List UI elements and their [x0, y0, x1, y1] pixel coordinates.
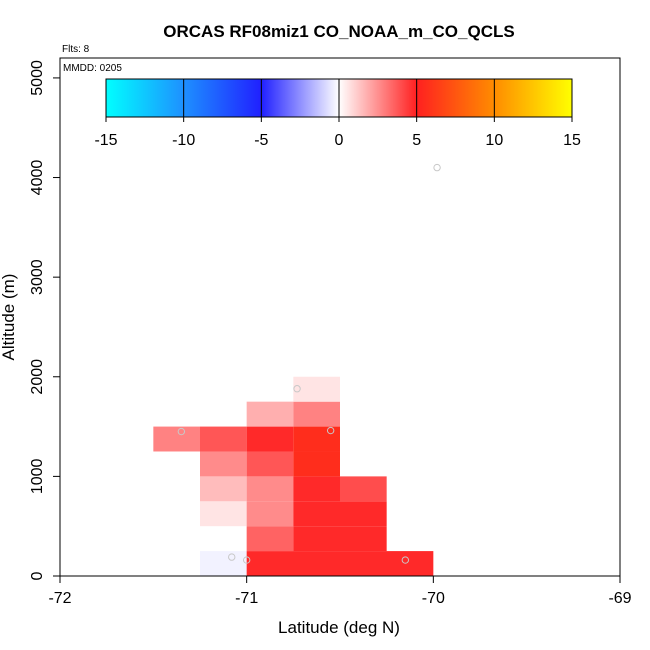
colorbar: -15 -10 -5 0 5 10 15 [94, 78, 581, 149]
colorbar-tick-label: 15 [563, 132, 581, 149]
x-tick-label: -70 [422, 590, 445, 607]
heatmap-cell [246, 476, 294, 502]
colorbar-tick-label: 5 [412, 132, 421, 149]
date-note: MMDD: 0205 [63, 63, 122, 74]
y-tick-label: 0 [29, 571, 46, 580]
x-tick-label: -71 [235, 590, 258, 607]
heatmap-cell [293, 526, 387, 552]
colorbar-tick-label: 10 [485, 132, 503, 149]
heatmap-cell [153, 426, 200, 452]
y-tick-label: 4000 [29, 160, 46, 196]
heatmap-cell [293, 376, 340, 402]
heatmap-cell [246, 551, 340, 576]
data-point [228, 553, 236, 561]
heatmap-cell [246, 501, 294, 527]
heatmap-cell [200, 501, 247, 527]
heatmap-cell [340, 551, 434, 576]
y-tick-label: 1000 [29, 458, 46, 494]
heatmap-cell [246, 426, 294, 452]
data-point [326, 426, 335, 435]
flights-note: Flts: 8 [62, 44, 90, 55]
chart-title: ORCAS RF08miz1 CO_NOAA_m_CO_QCLS [163, 22, 514, 41]
data-points [177, 163, 441, 564]
colorbar-tick-label: -15 [94, 132, 117, 149]
x-axis-title: Latitude (deg N) [278, 618, 400, 637]
data-point [433, 163, 441, 172]
heatmap-cell [293, 501, 387, 527]
x-tick-label: -69 [608, 590, 631, 607]
plot-frame [59, 57, 621, 577]
heatmap-cell [246, 451, 294, 477]
heatmap-cell [200, 476, 247, 502]
data-point [177, 427, 186, 436]
heatmap-cell [246, 526, 294, 552]
heatmap-cell [293, 401, 340, 427]
x-tick-label: -72 [48, 590, 71, 607]
y-axis: 0 1000 2000 3000 4000 5000 [29, 60, 60, 580]
heatmap-cell [200, 451, 247, 477]
y-tick-label: 3000 [29, 259, 46, 295]
heatmap-cell [200, 551, 247, 576]
colorbar-tick-label: 0 [335, 132, 344, 149]
heatmap-cell [340, 476, 387, 502]
data-point [401, 556, 410, 564]
heatmap-cell [293, 426, 340, 452]
heatmap-cell [293, 451, 340, 477]
data-point [293, 385, 301, 393]
y-tick-label: 2000 [29, 359, 46, 395]
colorbar-tick-label: -5 [254, 132, 268, 149]
data-point [242, 556, 251, 564]
heatmap-cell [246, 401, 294, 427]
colorbar-tick-label: -10 [172, 132, 195, 149]
heatmap-cell [293, 476, 340, 502]
x-axis: -72 -71 -70 -69 [48, 576, 632, 607]
y-tick-label: 5000 [29, 60, 46, 96]
heatmap-cell [200, 426, 247, 452]
y-axis-title: Altitude (m) [0, 274, 18, 361]
heatmap-cells [153, 376, 434, 576]
